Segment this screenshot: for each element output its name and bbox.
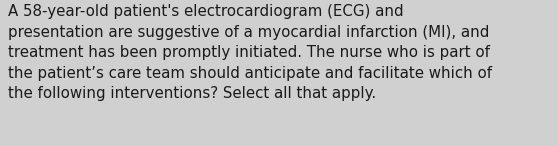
Text: A 58-year-old patient's electrocardiogram (ECG) and
presentation are suggestive : A 58-year-old patient's electrocardiogra… bbox=[8, 4, 492, 101]
